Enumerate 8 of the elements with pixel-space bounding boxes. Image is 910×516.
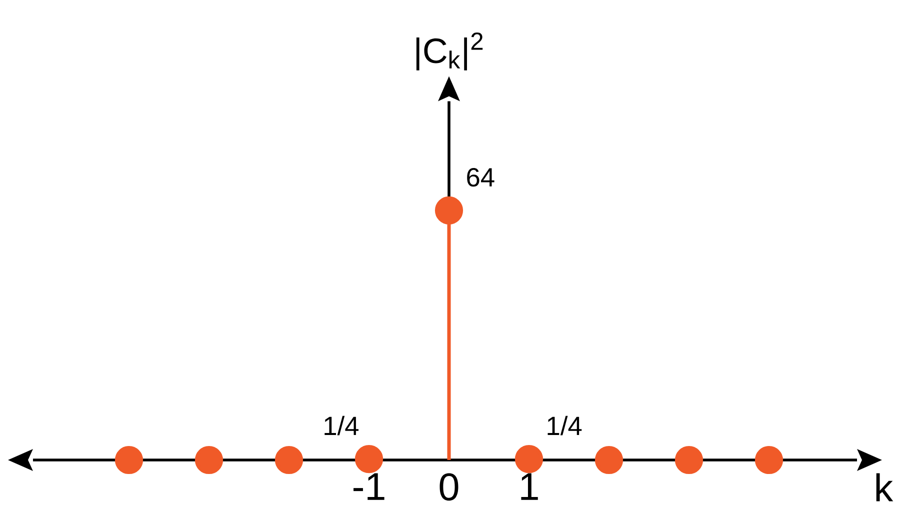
- y-axis-title: |C$_{k}$|$^{2}$: [416, 32, 483, 70]
- data-label: 1/4: [548, 416, 582, 436]
- x-axis-title: k: [876, 473, 894, 502]
- x-tick-label: 1: [521, 473, 538, 500]
- data-label: 1/4: [324, 416, 359, 436]
- x-tick-label: -1: [354, 473, 384, 500]
- x-tick-label: 0: [440, 473, 458, 501]
- data-label: 64: [467, 168, 494, 187]
